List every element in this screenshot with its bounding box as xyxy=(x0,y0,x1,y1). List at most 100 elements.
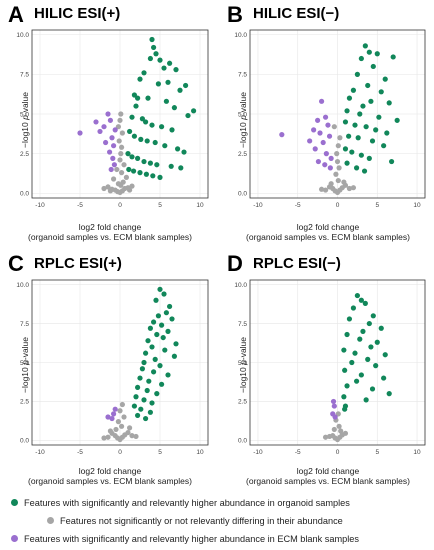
point-up xyxy=(376,114,382,120)
grid xyxy=(250,30,425,198)
point-up xyxy=(175,146,181,152)
point-up xyxy=(366,155,372,161)
x-tick-label: 0 xyxy=(118,202,122,209)
x-tick-label: 10 xyxy=(196,449,204,456)
series-ns xyxy=(101,401,139,443)
point-up xyxy=(346,316,353,322)
point-up xyxy=(157,363,163,369)
point-ns xyxy=(341,179,347,185)
point-ns xyxy=(105,184,111,190)
point-up xyxy=(177,87,183,93)
point-up xyxy=(167,303,173,310)
point-ns xyxy=(350,185,357,191)
point-up xyxy=(381,143,387,149)
series-down xyxy=(105,406,118,422)
point-up xyxy=(363,124,369,130)
point-down xyxy=(109,135,115,141)
point-ns xyxy=(121,414,127,420)
point-up xyxy=(151,44,157,51)
point-ns xyxy=(113,426,119,433)
point-up xyxy=(157,286,163,292)
point-up xyxy=(162,143,168,149)
point-up xyxy=(152,139,158,146)
point-ns xyxy=(342,430,349,436)
point-up xyxy=(344,160,350,166)
point-up xyxy=(344,383,350,389)
point-up xyxy=(169,127,175,133)
point-up xyxy=(183,82,189,89)
point-up xyxy=(363,397,369,403)
point-down xyxy=(93,119,99,125)
y-tick-label: 10.0 xyxy=(234,282,247,289)
point-up xyxy=(342,367,348,373)
legend-marker-ns xyxy=(47,517,54,525)
x-tick-label: 10 xyxy=(413,449,421,456)
y-tick-label: 7.5 xyxy=(20,72,29,79)
point-up xyxy=(358,152,364,158)
point-up xyxy=(143,171,149,177)
point-up xyxy=(144,387,150,394)
point-ns xyxy=(119,401,125,408)
point-up xyxy=(366,49,372,55)
x-tick-label: 10 xyxy=(413,202,421,209)
point-up xyxy=(382,352,388,358)
point-up xyxy=(167,60,173,66)
point-up xyxy=(352,350,358,356)
point-up xyxy=(149,122,155,128)
legend-text-up: Features with significantly and relevant… xyxy=(24,498,350,508)
y-tick-label: 10.0 xyxy=(16,282,29,289)
point-up xyxy=(346,133,352,139)
plot-frame xyxy=(249,29,426,199)
point-ns xyxy=(334,151,340,157)
point-up xyxy=(159,322,165,328)
legend-marker-up xyxy=(11,499,18,507)
point-up xyxy=(178,165,184,171)
point-ns xyxy=(117,117,123,123)
y-tick-label: 2.5 xyxy=(238,151,247,158)
y-tick-label: 7.5 xyxy=(20,321,29,328)
point-up xyxy=(390,54,396,60)
point-up xyxy=(365,356,371,362)
y-tick-label: 7.5 xyxy=(238,321,247,328)
point-down xyxy=(111,143,117,149)
point-up xyxy=(353,165,360,171)
point-up xyxy=(373,363,379,369)
panel-a: A HILIC ESI(+) −log10 p-value -10 -5 0 5 10 0… xyxy=(0,0,217,245)
point-up xyxy=(131,133,137,139)
point-down xyxy=(105,111,111,117)
point-up xyxy=(129,114,135,120)
series-ns xyxy=(318,124,357,196)
panel-label: D xyxy=(227,251,243,276)
point-up xyxy=(355,135,361,141)
point-up xyxy=(147,160,153,166)
x-tick-label: -10 xyxy=(35,449,45,456)
point-up xyxy=(378,89,384,95)
point-up xyxy=(394,117,400,123)
point-ns xyxy=(331,426,337,433)
point-down xyxy=(326,133,333,139)
point-up xyxy=(126,166,132,173)
y-tick-label: 5.0 xyxy=(20,360,29,367)
point-down xyxy=(109,415,115,422)
point-ns xyxy=(119,130,125,136)
point-up xyxy=(370,63,376,70)
point-up xyxy=(374,339,380,345)
point-down xyxy=(307,138,313,144)
y-tick-label: 5.0 xyxy=(238,111,247,118)
point-down xyxy=(325,122,331,128)
legend-item-up: Features with significantly and relevant… xyxy=(11,498,350,508)
point-down xyxy=(112,127,118,133)
point-up xyxy=(159,124,165,130)
point-up xyxy=(131,92,137,98)
point-up xyxy=(141,397,147,403)
point-ns xyxy=(115,124,121,130)
point-down xyxy=(77,130,83,136)
point-ns xyxy=(117,157,123,163)
point-up xyxy=(149,36,155,43)
point-up xyxy=(153,297,159,303)
point-down xyxy=(103,139,109,146)
point-up xyxy=(137,375,143,381)
point-up xyxy=(143,350,149,356)
point-ns xyxy=(105,434,111,440)
y-tick-label: 7.5 xyxy=(238,72,247,79)
